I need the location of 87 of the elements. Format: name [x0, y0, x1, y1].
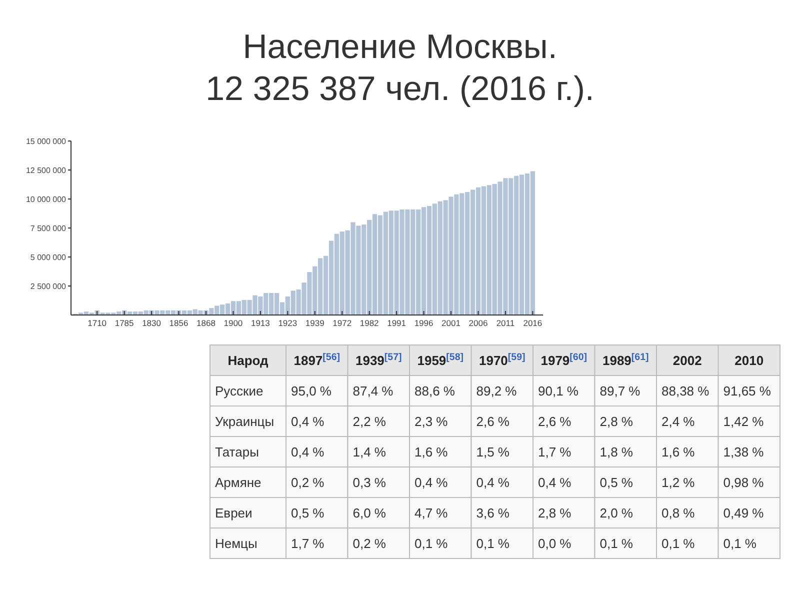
x-tick-label: 1989$^{[61]}$	[602, 351, 649, 368]
data-label: 0,1 %	[723, 536, 757, 551]
data-label: 1,7 %	[291, 536, 325, 551]
x-tick-label: 1959$^{[58]}$	[417, 351, 464, 368]
data-label: 0,4 %	[291, 444, 325, 460]
data-label: 2,0 %	[600, 505, 634, 520]
x-tick-label: 1991	[387, 318, 406, 328]
data-label: 89,2 %	[476, 383, 518, 398]
data-label: 0,1 %	[414, 536, 448, 551]
data-label: 88,38 %	[662, 383, 710, 398]
data-label: 2,6 %	[538, 414, 572, 429]
data-label: 0,98 %	[723, 474, 764, 490]
data-label: 88,6 %	[414, 383, 456, 398]
x-tick-label: 1710	[88, 318, 107, 328]
data-label: 0,4 %	[538, 474, 572, 490]
y-axis-title: Народ	[228, 352, 270, 368]
x-tick-label: 1939	[305, 318, 325, 328]
y-tick-label: 10 000 000	[26, 194, 67, 204]
x-tick-label: 1900	[224, 318, 243, 328]
data-label: 0,4 %	[476, 474, 510, 490]
data-label: 0,2 %	[291, 474, 325, 490]
x-tick-label: 1979$^{[60]}$	[540, 351, 588, 368]
data-label: 2,2 %	[352, 414, 386, 429]
x-tick-label: 1982	[360, 318, 380, 328]
x-tick-label: 2010	[734, 352, 764, 368]
data-label: 1,38 %	[723, 444, 764, 460]
x-tick-label: 2011	[496, 318, 515, 328]
x-tick-label: 1856	[169, 318, 188, 328]
y-tick-label: 5 000 000	[30, 252, 67, 262]
data-label: 90,1 %	[538, 383, 579, 398]
y-tick-label: Украинцы	[215, 414, 274, 429]
y-tick-label: 7 500 000	[30, 224, 67, 233]
y-tick-label: Немцы	[215, 536, 258, 551]
data-label: 0,5 %	[600, 474, 634, 490]
y-tick-label: Татары	[215, 444, 259, 460]
x-tick-label: 2002	[672, 352, 702, 368]
data-label: 2,8 %	[600, 414, 634, 429]
data-label: 1,2 %	[662, 474, 696, 490]
x-tick-label: 1939$^{[57]}$	[355, 351, 402, 368]
y-tick-label: Русские	[215, 383, 264, 398]
data-label: 2,3 %	[414, 414, 448, 429]
x-tick-label: 1785	[114, 318, 134, 328]
x-tick-label: 1913	[250, 318, 270, 328]
data-label: 3,6 %	[476, 505, 510, 520]
chart-title: Население Москвы. 12 325 387 чел. (2016 г.).	[206, 28, 594, 108]
data-label: 1,8 %	[600, 444, 634, 460]
data-label: 0,8 %	[662, 505, 696, 520]
x-tick-label: 1996	[414, 318, 434, 328]
x-tick-label: 1830	[142, 318, 162, 328]
data-label: 87,4 %	[352, 383, 394, 398]
data-label: 2,4 %	[662, 414, 696, 429]
x-tick-label: 2001	[442, 318, 461, 328]
y-tick-label: Евреи	[215, 505, 252, 520]
x-tick-label: 1970$^{[59]}$	[478, 351, 526, 368]
data-label: 0,0 %	[538, 536, 572, 551]
data-label: 0,4 %	[291, 414, 325, 429]
data-label: 95,0 %	[291, 383, 332, 398]
data-label: 1,6 %	[414, 444, 448, 460]
data-label: 1,5 %	[476, 444, 510, 460]
y-tick-label: 12 500 000	[26, 166, 67, 175]
data-label: 91,65 %	[723, 383, 772, 398]
x-tick-label: 1897$^{[56]}$	[294, 351, 340, 368]
data-label: 89,7 %	[600, 383, 641, 398]
x-tick-label: 1868	[196, 318, 216, 328]
x-tick-label: 1923	[278, 318, 298, 328]
data-label: 0,2 %	[352, 536, 386, 551]
data-label: 0,1 %	[476, 536, 510, 551]
data-label: 1,4 %	[352, 444, 386, 460]
data-label: 1,7 %	[538, 444, 572, 460]
data-label: 4,7 %	[414, 505, 448, 520]
y-tick-label: Армяне	[215, 474, 262, 490]
y-tick-label: 2 500 000	[30, 282, 67, 291]
data-label: 0,4 %	[414, 474, 448, 490]
data-label: 1,6 %	[662, 444, 696, 460]
data-label: 1,42 %	[723, 414, 764, 429]
data-label: 2,8 %	[538, 505, 572, 520]
data-label: 0,1 %	[600, 536, 634, 551]
data-label: 0,3 %	[352, 474, 386, 490]
x-tick-label: 2016	[523, 318, 542, 328]
data-label: 2,6 %	[476, 414, 510, 429]
x-tick-label: 2006	[468, 318, 488, 328]
data-label: 0,49 %	[723, 505, 764, 520]
y-tick-label: 15 000 000	[26, 136, 67, 146]
data-label: 0,1 %	[662, 536, 696, 551]
data-label: 6,0 %	[352, 505, 386, 520]
data-label: 0,5 %	[291, 505, 325, 520]
x-tick-label: 1972	[332, 318, 352, 328]
